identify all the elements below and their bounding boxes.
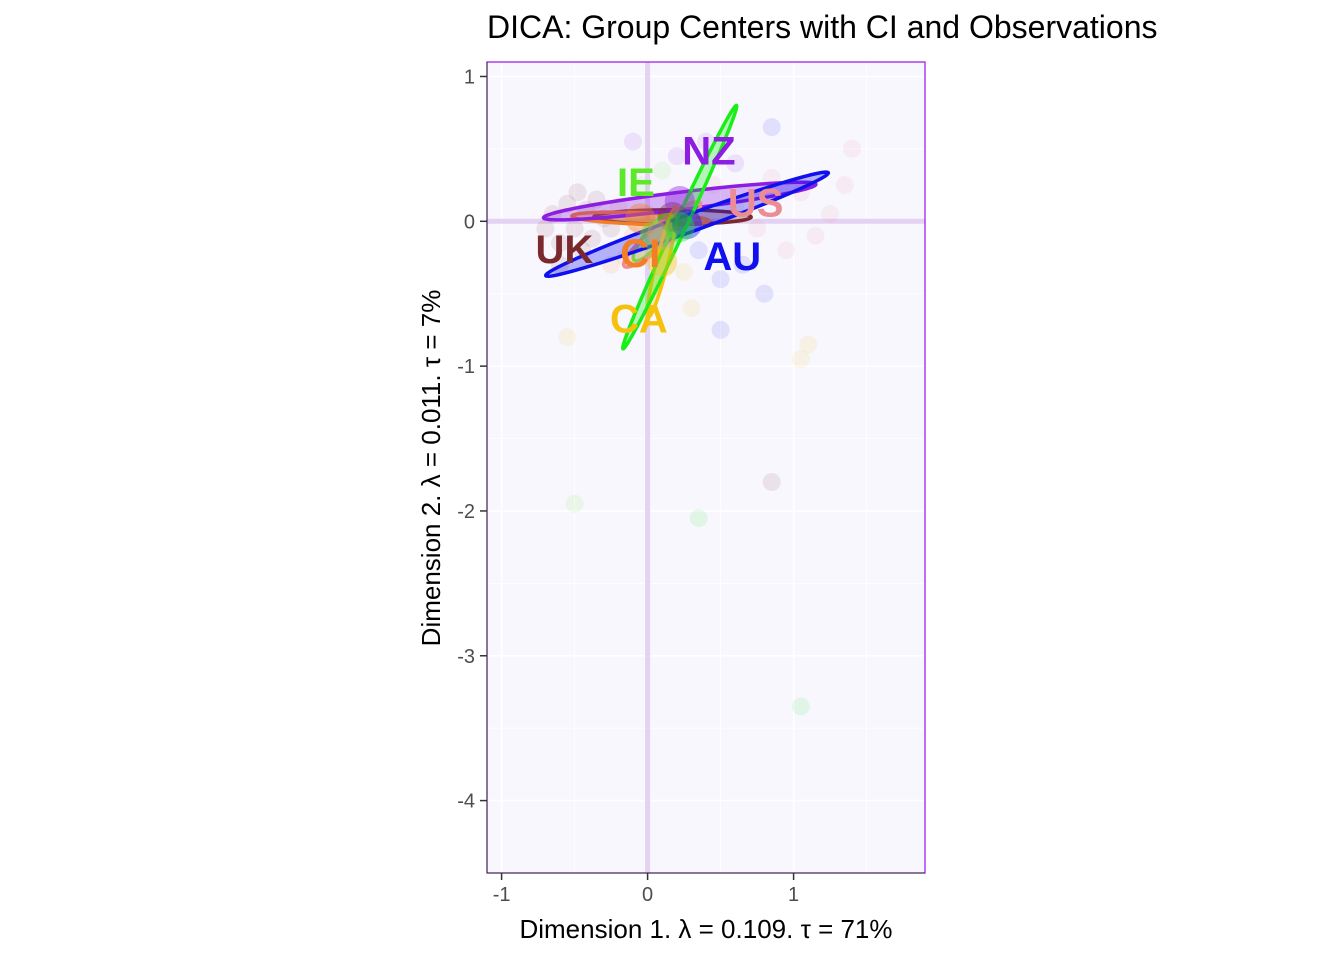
observation-point xyxy=(624,132,642,151)
observation-point xyxy=(653,161,672,180)
group-center-uk xyxy=(657,201,688,232)
observation-point xyxy=(565,219,584,238)
y-tick-label: -2 xyxy=(457,501,475,523)
observation-point xyxy=(689,241,708,260)
observation-point xyxy=(551,234,569,253)
observation-point xyxy=(726,154,745,173)
group-label-au: AU xyxy=(703,235,761,279)
group-label-uk: UK xyxy=(535,228,593,272)
group-label-us: US xyxy=(728,181,784,225)
observation-point xyxy=(667,147,686,166)
observation-point xyxy=(631,176,650,195)
observation-point xyxy=(799,335,818,354)
observation-point xyxy=(748,219,767,238)
chart-title: DICA: Group Centers with CI and Observat… xyxy=(487,9,1158,45)
y-tick-label: -3 xyxy=(457,646,475,668)
group-centers xyxy=(625,186,703,277)
group-center-nz xyxy=(664,186,695,217)
observation-point xyxy=(536,219,555,238)
group-label-ie: IE xyxy=(617,161,655,205)
group-center-us xyxy=(647,219,678,250)
observation-point xyxy=(711,320,730,339)
observation-point xyxy=(689,509,708,528)
group-labels: UK CI IE NZ US AU CA xyxy=(535,129,783,341)
observation-point xyxy=(733,255,752,274)
ci-ellipse-green xyxy=(620,103,739,351)
y-tick-label: -4 xyxy=(457,791,475,813)
x-axis: -1 0 1 xyxy=(487,872,925,906)
observation-point xyxy=(558,328,577,347)
observation-point xyxy=(791,697,810,716)
group-center-ci xyxy=(625,203,656,234)
observation-point xyxy=(565,494,584,513)
y-tick-label: 1 xyxy=(464,66,475,88)
y-axis: 1 0 -1 -2 -3 -4 xyxy=(457,62,488,873)
y-tick-label: 0 xyxy=(464,211,475,233)
x-axis-title: Dimension 1. λ = 0.109. τ = 71% xyxy=(519,914,892,944)
group-center-ie xyxy=(639,220,670,251)
observation-point xyxy=(762,472,781,491)
x-tick-label: 1 xyxy=(788,884,799,906)
y-tick-label: -1 xyxy=(457,356,475,378)
group-label-ca: CA xyxy=(610,297,668,341)
observation-point xyxy=(755,284,774,303)
observation-point xyxy=(583,229,602,248)
x-tick-label: 0 xyxy=(642,884,653,906)
group-center-green xyxy=(664,212,695,243)
observation-point xyxy=(843,139,861,158)
group-center-ca xyxy=(647,246,678,277)
observation-point xyxy=(806,226,825,245)
confidence-ellipses xyxy=(541,103,831,351)
group-label-ci: CI xyxy=(620,232,660,276)
x-tick-label: -1 xyxy=(493,884,511,906)
observation-point xyxy=(762,118,781,137)
group-center-au xyxy=(672,209,703,240)
plot-panel: UK CI IE NZ US AU CA xyxy=(486,61,926,874)
observation-point xyxy=(675,262,694,281)
observation-point xyxy=(568,183,587,202)
observation-point xyxy=(791,349,810,368)
observation-point xyxy=(711,270,730,289)
y-axis-title: Dimension 2. λ = 0.011. τ = 7% xyxy=(416,290,446,647)
group-label-nz: NZ xyxy=(682,129,735,173)
observation-point xyxy=(821,205,840,224)
observation-point xyxy=(777,241,796,260)
observation-point xyxy=(835,176,854,195)
panel-background xyxy=(487,62,925,873)
observation-point xyxy=(682,299,701,318)
